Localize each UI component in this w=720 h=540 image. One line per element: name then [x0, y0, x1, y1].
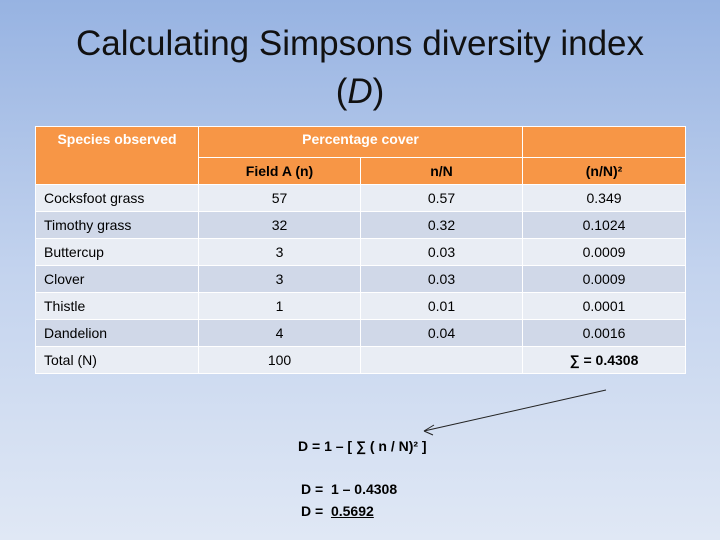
species-cell: Dandelion — [35, 319, 199, 347]
value-cell: 0.0009 — [522, 265, 687, 293]
species-cell: Cocksfoot grass — [35, 184, 199, 212]
header-row: Species observed Percentage cover — [35, 126, 687, 185]
result: 0.5692 — [330, 503, 374, 519]
value-cell: 0.0016 — [522, 319, 687, 347]
value-cell: 3 — [198, 265, 361, 293]
data-row: Timothy grass 32 0.32 0.1024 — [35, 211, 687, 239]
total-label: Total (N) — [35, 346, 199, 374]
formula: D = 0.5692 — [301, 503, 374, 519]
arrow-head — [423, 424, 435, 436]
data-row: Cocksfoot grass 57 0.57 0.349 — [35, 184, 687, 212]
value-cell: 57 — [198, 184, 361, 212]
value-cell: 0.01 — [359, 292, 524, 320]
value-cell: 0.0009 — [522, 238, 687, 266]
header-cell — [522, 126, 687, 158]
formula-label: D = — [301, 503, 324, 519]
value-cell: 0.03 — [359, 265, 524, 293]
total-sum: ∑ = 0.4308 — [522, 346, 687, 374]
data-row: Buttercup 3 0.03 0.0009 — [35, 238, 687, 266]
value-cell: 0.57 — [359, 184, 524, 212]
value-cell: 32 — [198, 211, 361, 239]
arrow — [423, 389, 607, 432]
total-row: Total (N) 100 ∑ = 0.4308 — [35, 346, 687, 374]
value-cell: 0.1024 — [522, 211, 687, 239]
species-cell: Timothy grass — [35, 211, 199, 239]
subheader-cell: Field A (n) — [198, 157, 361, 185]
value-cell: 0.32 — [359, 211, 524, 239]
species-cell: Thistle — [35, 292, 199, 320]
symbol: D — [347, 72, 373, 111]
species-cell: Buttercup — [35, 238, 199, 266]
subheader-cell: (n/N)² — [522, 157, 687, 185]
value-cell: 0.0001 — [522, 292, 687, 320]
formula: D = 1 – 0.4308 — [301, 481, 398, 497]
paren: ) — [372, 72, 385, 111]
data-table: Species observed Percentage cover Field A … — [35, 126, 687, 374]
value-cell: 0.349 — [522, 184, 687, 212]
total-n: 100 — [198, 346, 361, 374]
paren: ( — [335, 72, 348, 111]
empty-cell — [359, 346, 524, 374]
title-line: (D) — [0, 72, 720, 112]
formula: D = 1 – [ ∑ ( n / N)² ] — [298, 438, 427, 454]
value-cell: 0.04 — [359, 319, 524, 347]
species-cell: Clover — [35, 265, 199, 293]
data-row: Clover 3 0.03 0.0009 — [35, 265, 687, 293]
header-cell: Species observed — [35, 126, 199, 185]
title-line: Calculating Simpsons diversity index — [75, 24, 645, 63]
value-cell: 0.03 — [359, 238, 524, 266]
header-cell: Percentage cover — [197, 126, 524, 158]
